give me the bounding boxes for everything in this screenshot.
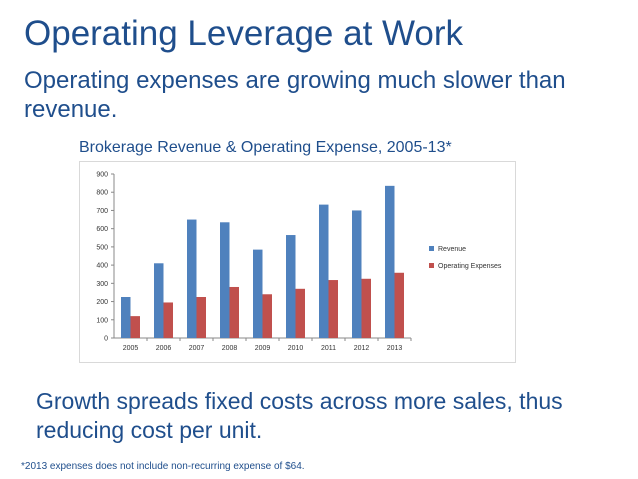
x-tick-label: 2013 — [387, 345, 403, 352]
operating-expenses-bar — [196, 297, 206, 338]
legend-revenue-label: Revenue — [438, 246, 466, 253]
x-tick-label: 2007 — [189, 345, 205, 352]
slide-title: Operating Leverage at Work — [24, 14, 464, 53]
y-tick-label: 200 — [96, 299, 108, 306]
y-tick-label: 300 — [96, 281, 108, 288]
legend-operating-expenses-label: Operating Expenses — [438, 263, 502, 270]
footnote: *2013 expenses does not include non-recu… — [21, 461, 305, 472]
y-tick-label: 900 — [96, 172, 108, 179]
x-tick-label: 2009 — [255, 345, 271, 352]
operating-expenses-bar — [262, 294, 272, 338]
y-tick-label: 700 — [96, 208, 108, 215]
key-takeaway: Growth spreads fixed costs across more s… — [36, 388, 563, 443]
x-tick-label: 2006 — [156, 345, 172, 352]
x-tick-label: 2011 — [321, 345, 336, 352]
chart-title: Brokerage Revenue & Operating Expense, 2… — [79, 139, 452, 156]
revenue-bar — [385, 185, 395, 338]
operating-expenses-bar — [130, 316, 140, 338]
slide-subtitle: Operating expenses are growing much slow… — [24, 67, 566, 123]
y-tick-label: 500 — [96, 244, 108, 251]
revenue-bar — [253, 249, 263, 338]
y-tick-label: 0 — [104, 336, 108, 343]
x-tick-label: 2010 — [288, 345, 304, 352]
operating-expenses-bar — [328, 280, 338, 338]
operating-expenses-bar — [229, 286, 239, 338]
revenue-bar — [286, 235, 296, 338]
chart-canvas: 0 100 200 300 400 500 600 700 800 900 2005 2006 2007… — [96, 172, 502, 353]
y-tick-label: 800 — [96, 190, 108, 197]
revenue-bar — [187, 219, 197, 338]
legend-operating-expenses-swatch — [429, 263, 434, 268]
revenue-bar — [121, 297, 131, 338]
revenue-bar — [154, 263, 164, 338]
x-tick-label: 2005 — [123, 345, 139, 352]
legend-revenue-swatch — [429, 246, 434, 251]
operating-expenses-bar — [394, 272, 404, 338]
bar-chart: 0 100 200 300 400 500 600 700 800 900 2005 2006 2007… — [79, 161, 516, 363]
revenue-bar — [220, 222, 230, 338]
y-tick-label: 600 — [96, 226, 108, 233]
operating-expenses-bar — [163, 302, 173, 338]
operating-expenses-bar — [295, 288, 305, 338]
operating-expenses-bar — [361, 278, 371, 338]
x-tick-label: 2008 — [222, 345, 238, 352]
revenue-bar — [352, 210, 362, 338]
revenue-bar — [319, 204, 329, 338]
y-tick-label: 100 — [96, 317, 108, 324]
x-tick-label: 2012 — [354, 345, 370, 352]
y-tick-label: 400 — [96, 263, 108, 270]
